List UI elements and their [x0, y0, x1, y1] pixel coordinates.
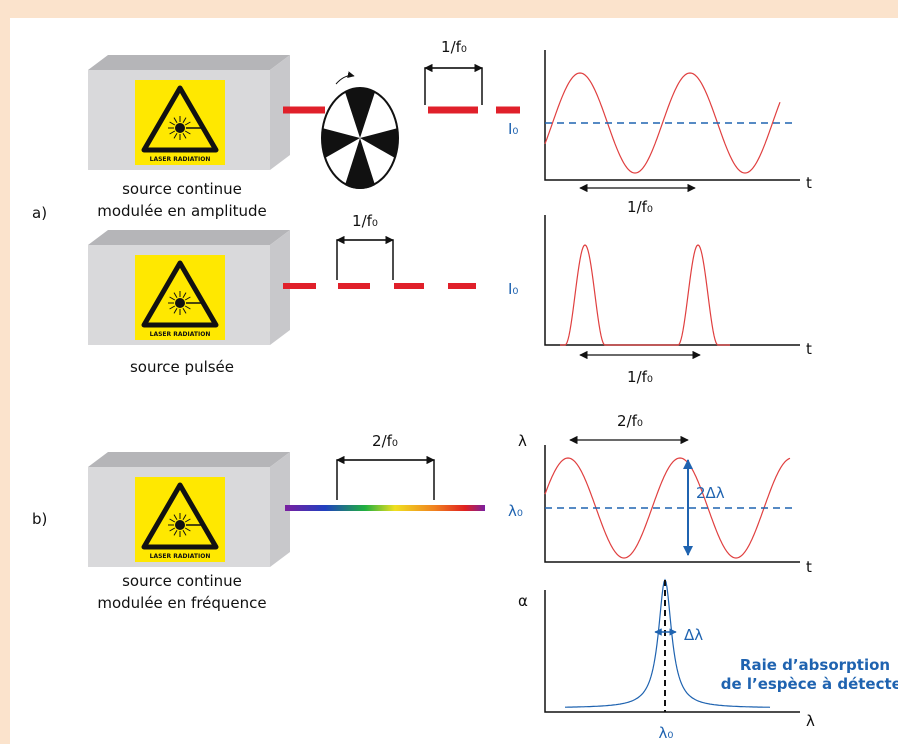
- sign-label: LASER RADIATION: [150, 156, 211, 163]
- sign-label: LASER RADIATION: [150, 331, 211, 338]
- caption: Raie d’absorption: [740, 656, 890, 674]
- source-label: modulée en amplitude: [97, 202, 267, 220]
- period-label: 1/f₀: [352, 212, 378, 230]
- laser-source: LASER RADIATION: [88, 230, 290, 345]
- axes: [544, 590, 800, 713]
- axis-label: α: [518, 592, 528, 610]
- axis-label: λ: [806, 712, 815, 730]
- level-label: λ₀: [508, 502, 523, 520]
- sign-label: LASER RADIATION: [150, 553, 211, 560]
- axes: [544, 215, 800, 346]
- period-label: 1/f₀: [627, 198, 653, 216]
- axis-label: t: [806, 340, 812, 358]
- source-label: source continue: [122, 180, 242, 198]
- amplitude-label: 2Δλ: [696, 484, 725, 502]
- signal: [560, 244, 730, 346]
- chopper: [321, 71, 399, 190]
- width-label: Δλ: [684, 626, 703, 644]
- source-label: source pulsée: [130, 358, 234, 376]
- axis-label: t: [806, 558, 812, 576]
- axes: [544, 50, 800, 181]
- panel-label: b): [32, 510, 47, 528]
- laser-source: LASER RADIATION: [88, 55, 290, 170]
- period-label: 2/f₀: [617, 412, 643, 430]
- level-label: I₀: [508, 280, 518, 298]
- signal: [544, 457, 791, 559]
- axis-label: λ: [518, 432, 527, 450]
- source-label: source continue: [122, 572, 242, 590]
- period-label: 1/f₀: [441, 38, 467, 56]
- panel-label: a): [32, 204, 47, 222]
- absorption-line: [565, 578, 771, 708]
- axis-label: t: [806, 174, 812, 192]
- laser-source: LASER RADIATION: [88, 452, 290, 567]
- source-label: modulée en fréquence: [97, 594, 266, 612]
- period-label: 1/f₀: [627, 368, 653, 386]
- level-label: I₀: [508, 120, 518, 138]
- period-label: 2/f₀: [372, 432, 398, 450]
- axes: [544, 445, 800, 563]
- caption: de l’espèce à détecter: [721, 675, 898, 693]
- center-label: λ₀: [659, 724, 674, 742]
- signal: [544, 72, 781, 174]
- beam: [285, 505, 485, 511]
